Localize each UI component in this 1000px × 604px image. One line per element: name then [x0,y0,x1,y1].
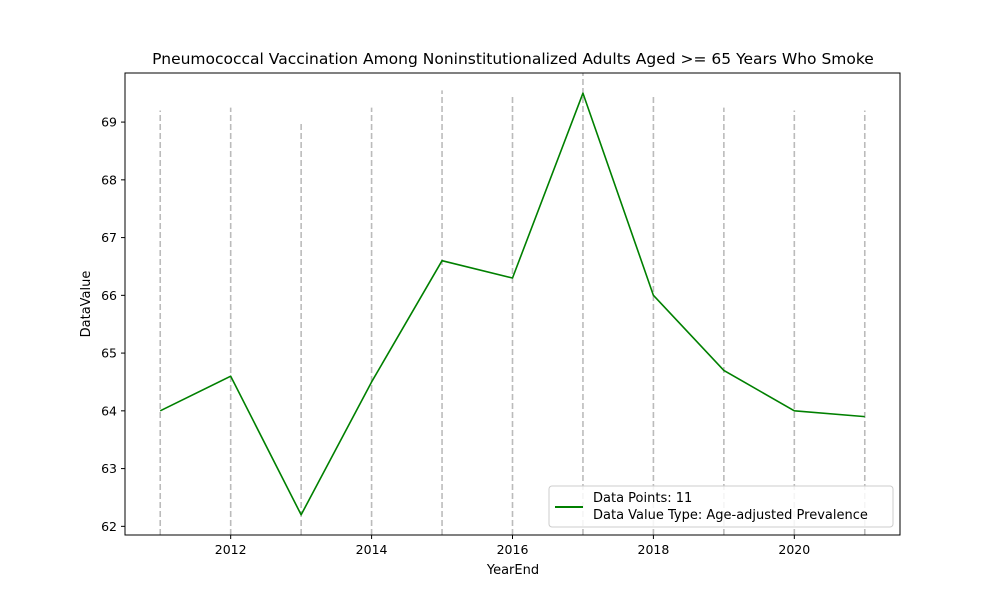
x-axis-ticks: 2012 2014 2016 2018 2020 [215,535,810,557]
series-line [159,92,865,516]
x-axis-label: YearEnd [486,563,539,578]
y-tick-label: 68 [101,172,117,187]
y-tick-label: 64 [101,403,117,418]
legend-entry-data-value-type: Data Value Type: Age-adjusted Prevalence [593,508,868,523]
y-tick-label: 63 [101,461,117,476]
legend-entry-data-points: Data Points: 11 [593,491,692,506]
y-axis-label: DataValue [79,271,94,338]
x-tick-label: 2020 [778,542,810,557]
vertical-dashed-lines [159,73,866,535]
y-axis-ticks: 62 63 64 65 66 67 68 69 [101,115,125,534]
y-tick-label: 69 [101,115,117,130]
x-tick-label: 2018 [638,542,670,557]
legend-box [548,485,894,528]
y-tick-label: 65 [101,346,117,361]
y-tick-label: 66 [101,288,117,303]
x-tick-label: 2012 [215,542,247,557]
x-tick-label: 2016 [497,542,529,557]
y-tick-label: 67 [101,230,117,245]
x-tick-label: 2014 [356,542,388,557]
legend: Data Points: 11 Data Value Type: Age-adj… [548,485,894,528]
chart-title: Pneumococcal Vaccination Among Noninstit… [152,50,874,68]
series-layer [159,92,865,516]
y-tick-label: 62 [101,519,117,534]
